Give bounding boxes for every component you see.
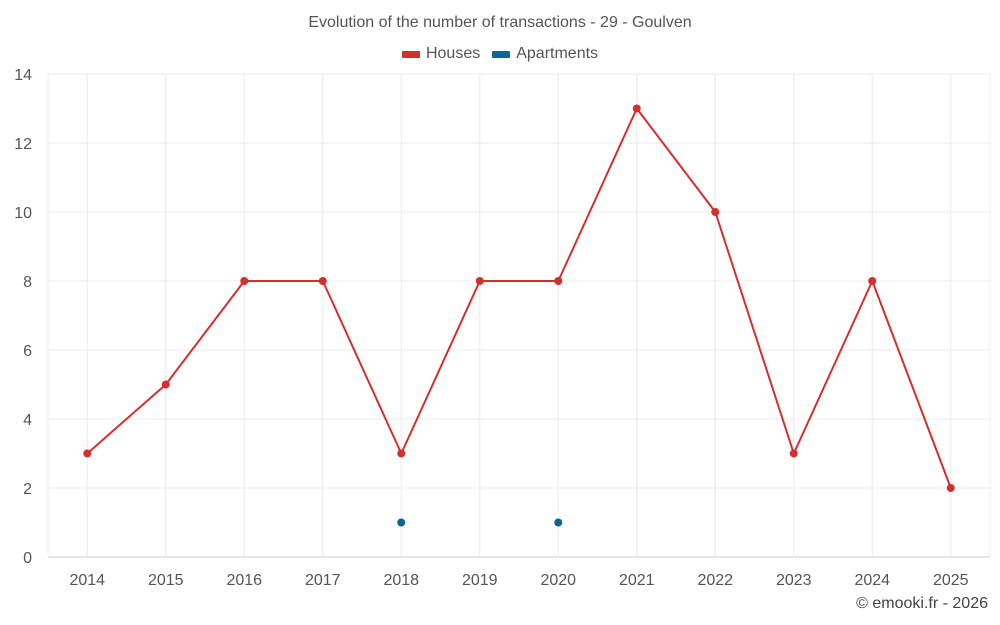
legend-label-apartments: Apartments (516, 45, 599, 62)
x-tick-label: 2024 (854, 572, 890, 589)
data-point-houses (789, 449, 798, 458)
data-point-apartments (397, 518, 406, 527)
x-tick-label: 2016 (226, 572, 262, 589)
x-tick-label: 2014 (69, 572, 105, 589)
legend-item-apartments[interactable]: Apartments (492, 45, 598, 63)
data-point-houses (475, 277, 484, 285)
legend-item-houses[interactable]: Houses (401, 45, 481, 63)
x-tick-label: 2021 (619, 572, 655, 589)
y-tick-label: 6 (23, 343, 32, 360)
y-tick-label: 4 (23, 412, 32, 429)
y-tick-label: 8 (23, 274, 32, 291)
data-point-houses (868, 277, 877, 285)
data-point-houses (318, 277, 327, 285)
legend-swatch-apartments (492, 50, 511, 58)
credit-text: © emooki.fr - 2026 (856, 595, 988, 612)
chart-legend: Houses Apartments (0, 45, 1000, 63)
legend-swatch-houses (401, 50, 420, 58)
data-point-houses (946, 484, 955, 492)
series-line-houses (86, 107, 952, 489)
y-tick-label: 14 (14, 67, 32, 84)
chart-title: Evolution of the number of transactions … (308, 14, 692, 31)
y-tick-label: 10 (14, 205, 32, 222)
x-tick-label: 2015 (148, 572, 184, 589)
x-tick-label: 2025 (933, 572, 969, 589)
data-point-apartments (554, 518, 563, 527)
x-tick-label: 2023 (776, 572, 812, 589)
y-tick-label: 0 (23, 550, 32, 567)
legend-label-houses: Houses (425, 45, 481, 62)
x-tick-label: 2018 (383, 572, 419, 589)
y-tick-label: 2 (23, 481, 32, 498)
data-point-houses (240, 277, 249, 285)
x-tick-label: 2020 (540, 572, 576, 589)
data-point-houses (554, 277, 563, 285)
x-tick-label: 2022 (697, 572, 733, 589)
x-tick-label: 2017 (305, 572, 341, 589)
data-point-houses (83, 449, 92, 458)
x-tick-label: 2019 (462, 572, 498, 589)
data-point-houses (161, 380, 170, 389)
data-point-houses (397, 449, 406, 458)
y-tick-label: 12 (14, 136, 32, 153)
data-point-houses (711, 208, 720, 216)
data-point-houses (632, 104, 641, 113)
